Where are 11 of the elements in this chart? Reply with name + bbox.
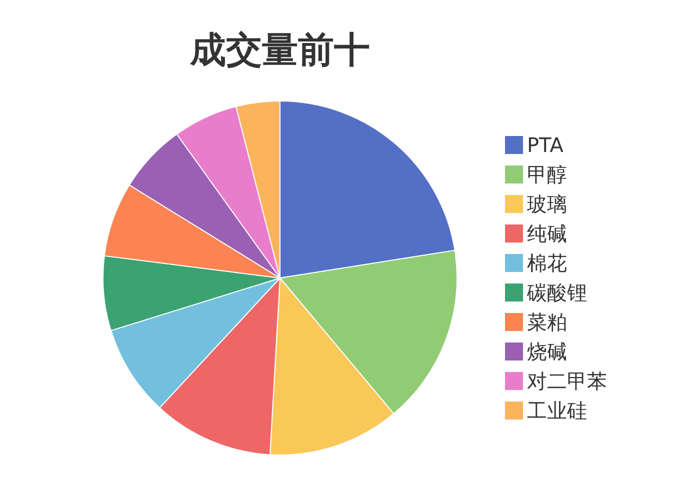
legend-label: 玻璃	[527, 192, 567, 216]
legend-label: PTA	[527, 133, 564, 157]
legend-label: 纯碱	[527, 222, 567, 246]
legend-label: 对二甲苯	[527, 369, 607, 393]
legend-label: 棉花	[527, 251, 567, 275]
legend-label: 菜粕	[527, 310, 567, 334]
legend-label: 烧碱	[527, 340, 567, 364]
legend-label: 碳酸锂	[526, 280, 587, 304]
chart-title: 成交量前十	[189, 30, 370, 71]
legend-label: 工业硅	[527, 398, 587, 422]
legend-label: 甲醇	[527, 162, 567, 186]
